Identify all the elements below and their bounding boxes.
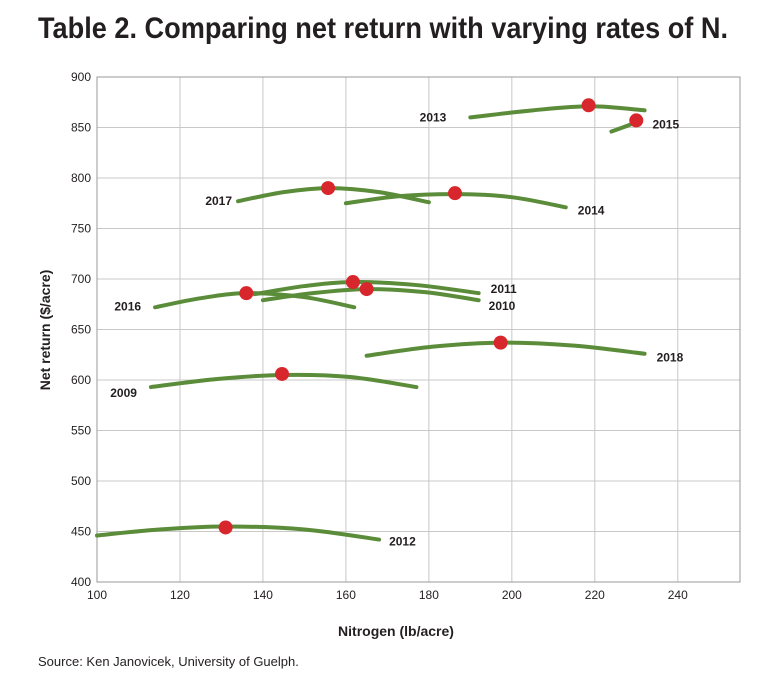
curve [95,524,382,542]
optimum-point [239,286,254,301]
plot-frame [96,76,741,583]
optimum-point [321,181,336,196]
x-tick-label: 220 [585,588,605,602]
y-tick-label: 550 [71,424,91,438]
y-tick-label: 400 [71,575,91,589]
optimum-point [359,282,374,297]
series-label: 2017 [205,194,232,208]
optimum-point [629,113,644,128]
y-tick-label: 700 [71,272,91,286]
x-tick-label: 160 [336,588,356,602]
x-tick-label: 180 [419,588,439,602]
optimum-point [448,186,463,201]
x-axis-label: Nitrogen (lb/acre) [338,623,454,639]
series-label: 2013 [420,110,447,124]
series-label: 2011 [491,282,517,296]
source: Source: Ken Janovicek, University of Gue… [38,654,299,669]
series-label: 2016 [114,299,141,313]
y-tick-label: 750 [71,222,91,236]
y-tick-label: 850 [71,121,91,135]
series-label: 2010 [489,299,516,313]
series-label: 2014 [578,203,605,217]
series-label: 2018 [657,351,684,365]
x-tick-label: 100 [87,588,107,602]
y-tick-label: 500 [71,474,91,488]
y-tick-label: 650 [71,323,91,337]
chart-title: Table 2. Comparing net return with varyi… [38,12,728,45]
optimum-point [581,98,596,113]
x-tick-label: 140 [253,588,273,602]
optimum-point [218,520,233,535]
y-tick-label: 800 [71,171,91,185]
x-tick-label: 200 [502,588,522,602]
optimum-point [493,335,508,350]
y-tick-label: 900 [71,70,91,84]
y-tick-label: 600 [71,373,91,387]
optimum-point [345,275,360,290]
y-axis-label: Net return ($/acre) [37,270,53,391]
y-tick-label: 450 [71,525,91,539]
optimum-point [275,366,290,381]
series-label: 2012 [389,535,416,549]
series-label: 2015 [652,117,679,131]
x-tick-label: 240 [668,588,688,602]
x-tick-label: 120 [170,588,190,602]
series-label: 2009 [110,386,137,400]
curve [468,104,647,120]
